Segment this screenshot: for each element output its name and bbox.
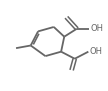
Text: OH: OH [89,47,102,56]
Text: OH: OH [90,24,103,33]
